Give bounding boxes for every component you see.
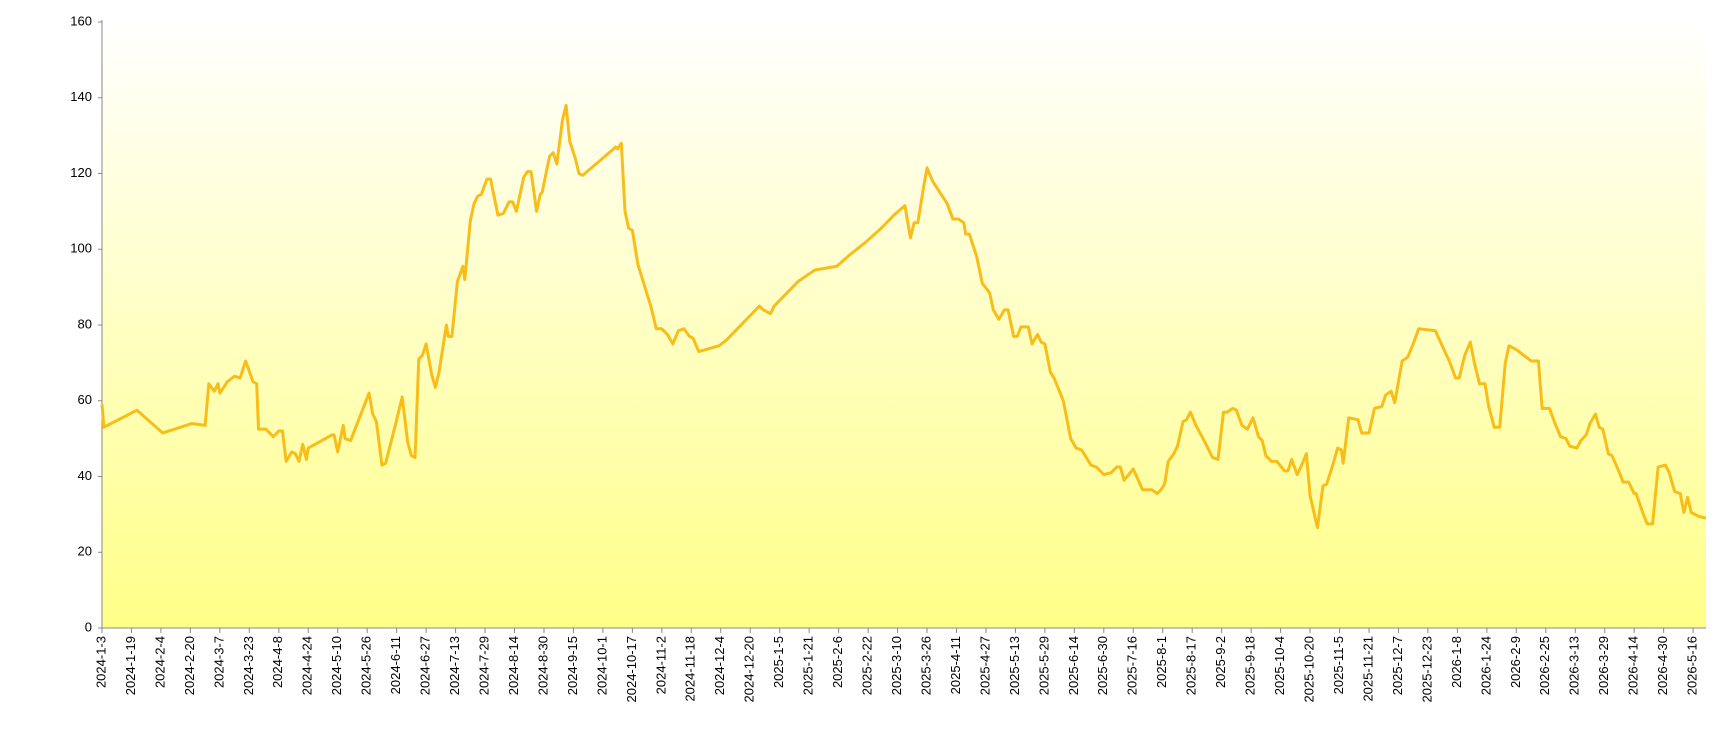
x-tick-label: 2024-6-27 [418, 636, 433, 695]
y-tick-label: 20 [78, 544, 92, 559]
x-tick-label: 2025-5-29 [1036, 636, 1051, 695]
data-line [100, 103, 1707, 530]
x-tick-label: 2026-1-24 [1478, 636, 1493, 695]
y-tick-label: 60 [78, 392, 92, 407]
x-tick-label: 2024-1-3 [93, 636, 108, 688]
x-tick-label: 2026-1-8 [1449, 636, 1464, 688]
x-tick-label: 2024-10-17 [624, 636, 639, 703]
x-tick-label: 2024-3-23 [241, 636, 256, 695]
x-tick-label: 2026-4-14 [1626, 636, 1641, 695]
x-tick-label: 2024-3-7 [211, 636, 226, 688]
x-tick-label: 2025-6-30 [1095, 636, 1110, 695]
y-tick-label: 0 [85, 619, 92, 634]
x-tick-label: 2024-11-2 [653, 636, 668, 694]
x-tick-label: 2024-8-14 [506, 636, 521, 695]
x-tick-label: 2025-1-5 [771, 636, 786, 688]
y-tick-label: 80 [78, 316, 92, 331]
x-tick-label: 2025-10-20 [1302, 636, 1317, 703]
x-tick-label: 2024-5-10 [329, 636, 344, 695]
x-tick-label: 2024-12-4 [712, 636, 727, 695]
x-tick-label: 2025-4-11 [948, 636, 963, 694]
x-tick-label: 2025-9-18 [1243, 636, 1258, 695]
x-tick-label: 2025-4-27 [977, 636, 992, 695]
x-tick-label: 2024-11-18 [683, 636, 698, 702]
x-tick-label: 2024-9-15 [565, 636, 580, 695]
x-tick-label: 2025-2-22 [860, 636, 875, 695]
x-tick-label: 2025-8-17 [1184, 636, 1199, 695]
x-tick-label: 2024-2-4 [152, 636, 167, 688]
x-tick-label: 2024-2-20 [182, 636, 197, 695]
x-tick-label: 2025-11-5 [1331, 636, 1346, 694]
x-tick-label: 2026-2-9 [1508, 636, 1523, 688]
y-tick-label: 120 [70, 165, 92, 180]
x-tick-label: 2025-11-21 [1360, 636, 1375, 702]
x-tick-label: 2024-12-20 [742, 636, 757, 703]
y-tick-label: 140 [70, 89, 92, 104]
x-tick-label: 2025-7-16 [1125, 636, 1140, 695]
y-tick-label: 160 [70, 13, 92, 28]
x-tick-label: 2025-12-23 [1419, 636, 1434, 703]
x-tick-label: 2025-2-6 [830, 636, 845, 688]
x-tick-label: 2025-12-7 [1390, 636, 1405, 695]
x-tick-label: 2024-7-29 [476, 636, 491, 695]
x-tick-label: 2026-4-30 [1655, 636, 1670, 695]
x-tick-label: 2025-8-1 [1154, 636, 1169, 688]
x-tick-label: 2025-6-14 [1066, 636, 1081, 695]
x-tick-label: 2024-1-19 [123, 636, 138, 695]
x-tick-label: 2024-7-13 [447, 636, 462, 695]
x-tick-label: 2024-5-26 [359, 636, 374, 695]
x-tick-label: 2024-4-24 [300, 636, 315, 695]
y-tick-label: 100 [70, 241, 92, 256]
x-tick-label: 2025-3-10 [889, 636, 904, 695]
x-tick-label: 2026-3-13 [1567, 636, 1582, 695]
y-tick-label: 40 [78, 468, 92, 483]
x-tick-label: 2025-5-13 [1007, 636, 1022, 695]
x-tick-label: 2025-9-2 [1213, 636, 1228, 688]
x-tick-label: 2024-4-8 [270, 636, 285, 688]
x-tick-label: 2025-1-21 [801, 636, 816, 695]
x-tick-label: 2026-3-29 [1596, 636, 1611, 695]
x-tick-label: 2025-3-26 [918, 636, 933, 695]
x-tick-label: 2024-6-11 [388, 636, 403, 694]
x-tick-label: 2025-10-4 [1272, 636, 1287, 695]
plot-background [102, 22, 1706, 628]
x-tick-label: 2024-8-30 [535, 636, 550, 695]
x-tick-label: 2026-2-25 [1537, 636, 1552, 695]
x-tick-label: 2024-10-1 [594, 636, 609, 695]
x-tick-label: 2026-5-16 [1685, 636, 1700, 695]
